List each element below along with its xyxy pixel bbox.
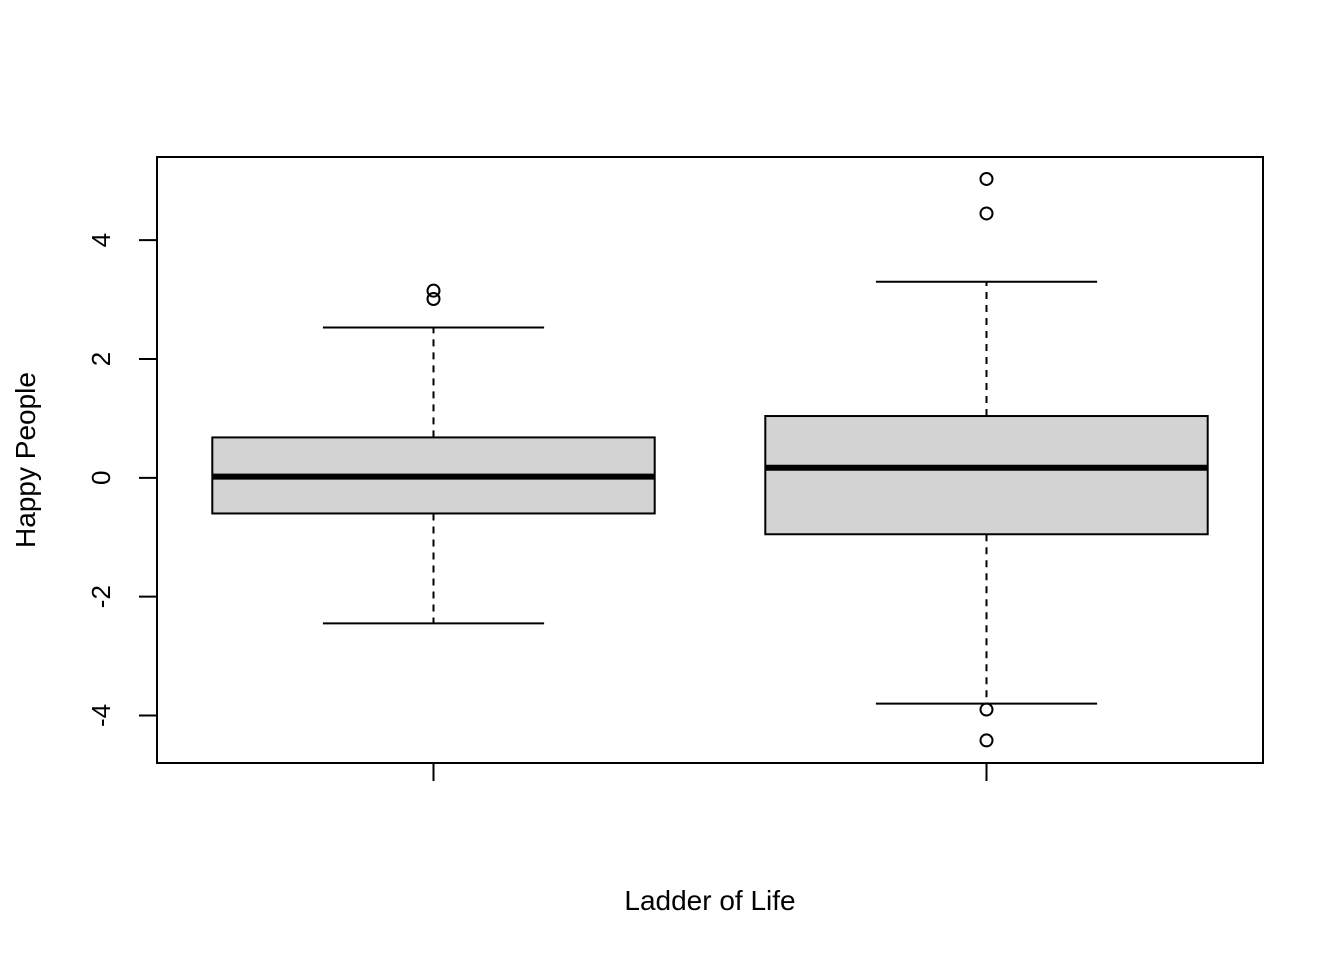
y-axis-label: Happy People — [10, 372, 41, 548]
x-axis — [432, 763, 988, 781]
y-tick-label: 2 — [86, 352, 116, 366]
y-tick-label: -4 — [86, 704, 116, 727]
outlier-point — [979, 206, 994, 221]
outlier-point — [426, 283, 441, 298]
outlier-point — [979, 733, 994, 748]
x-axis-label: Ladder of Life — [624, 885, 795, 916]
y-tick-label: 4 — [86, 233, 116, 247]
outlier-point — [979, 702, 994, 717]
box-group-2 — [764, 171, 1209, 748]
y-axis: -4 -2 0 2 4 — [86, 233, 158, 727]
y-tick-label: -2 — [86, 585, 116, 608]
boxes-layer — [211, 171, 1209, 748]
outlier-point — [426, 291, 441, 306]
outlier-point — [979, 171, 994, 186]
y-tick-label: 0 — [86, 471, 116, 485]
box-iqr — [764, 415, 1209, 536]
box-group-1 — [211, 283, 656, 625]
